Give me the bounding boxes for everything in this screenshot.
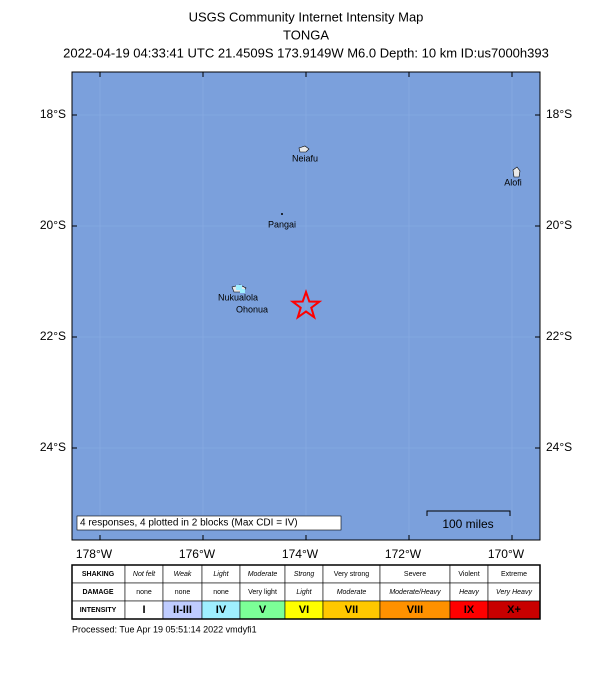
place-label: Pangai xyxy=(268,219,296,229)
summary: 4 responses, 4 plotted in 2 blocks (Max … xyxy=(80,518,298,529)
lat-label: 18°S xyxy=(40,107,66,121)
title: USGS Community Internet Intensity Map xyxy=(189,9,424,24)
legend-border xyxy=(71,564,541,620)
lon-label: 178°W xyxy=(76,547,113,561)
epicenter xyxy=(289,288,323,320)
lat-label: 20°S xyxy=(40,218,66,232)
cdi-block xyxy=(240,289,245,293)
place-label: Neiafu xyxy=(292,153,318,163)
legend-text: II-III xyxy=(173,604,192,616)
footer: Processed: Tue Apr 19 05:51:14 2022 vmdy… xyxy=(72,624,257,634)
lon-label: 176°W xyxy=(179,547,216,561)
legend-text: none xyxy=(136,589,152,596)
island xyxy=(298,145,310,153)
legend-text: Light xyxy=(296,589,312,596)
legend: SHAKING Not felt Weak Light Moderate Strong Ve… xyxy=(71,564,541,620)
legend-text: Strong xyxy=(294,571,315,578)
island xyxy=(281,213,283,215)
place-label: Ohonua xyxy=(236,304,268,314)
region: TONGA xyxy=(283,27,329,42)
place-label: Alofi xyxy=(504,177,522,187)
place-label: Nukualola xyxy=(218,292,258,302)
legend-text: VIII xyxy=(407,604,424,616)
legend-text: Light xyxy=(213,571,229,578)
legend-text: Moderate xyxy=(248,571,278,578)
legend-text: V xyxy=(259,604,267,616)
lon-label: 172°W xyxy=(385,547,422,561)
event-info: 2022-04-19 04:33:41 UTC 21.4509S 173.914… xyxy=(63,45,549,60)
legend-text: Extreme xyxy=(501,571,527,578)
legend-text: none xyxy=(175,589,191,596)
legend-text: I xyxy=(142,604,145,616)
legend-text: Moderate/Heavy xyxy=(389,589,441,596)
legend-text: VI xyxy=(299,604,309,616)
scale-label: 100 miles xyxy=(442,517,493,531)
legend-row-label: SHAKING xyxy=(82,571,115,578)
lat-label: 24°S xyxy=(546,440,572,454)
legend-text: IV xyxy=(216,604,227,616)
legend-text: Heavy xyxy=(459,589,479,596)
lat-label: 22°S xyxy=(546,329,572,343)
legend-text: none xyxy=(213,589,229,596)
lat-label: 20°S xyxy=(546,218,572,232)
legend-text: Very strong xyxy=(334,571,370,578)
lon-label: 174°W xyxy=(282,547,319,561)
legend-text: VII xyxy=(345,604,358,616)
legend-row-label: DAMAGE xyxy=(82,589,113,596)
lat-label: 24°S xyxy=(40,440,66,454)
legend-text: Very light xyxy=(248,589,277,596)
summary-box xyxy=(76,515,342,531)
scale-bar xyxy=(426,510,511,516)
legend-text: Very Heavy xyxy=(496,589,532,596)
legend-text: Violent xyxy=(458,571,479,578)
legend-text: IX xyxy=(464,604,475,616)
legend-text: Weak xyxy=(174,571,192,578)
island xyxy=(512,166,521,178)
legend-text: Severe xyxy=(404,571,426,578)
legend-text: Not felt xyxy=(133,571,156,578)
legend-text: Moderate xyxy=(337,589,367,596)
legend-row-label: INTENSITY xyxy=(80,607,117,614)
lat-label: 18°S xyxy=(546,107,572,121)
cdi-block xyxy=(236,285,242,290)
graticule: 18°S 18°S 20°S 20°S 22°S 22°S 24°S 24°S 178°W 176… xyxy=(40,72,572,561)
legend-text: X+ xyxy=(507,604,521,616)
lon-label: 170°W xyxy=(488,547,525,561)
lat-label: 22°S xyxy=(40,329,66,343)
